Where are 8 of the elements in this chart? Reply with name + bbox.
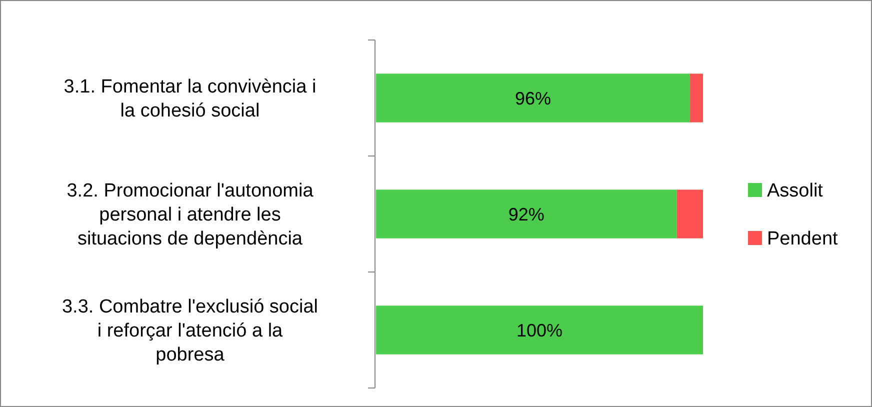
legend-label: Pendent — [767, 228, 839, 250]
legend-label: Assolit — [767, 180, 824, 202]
y-tick-label: 3.2. Promocionar l'autonomia personal i atendre les situacions de dependència — [66, 180, 314, 250]
data-label: 92% — [508, 204, 544, 224]
data-label: 96% — [514, 88, 551, 108]
y-tick-label: 3.3. Combatre l'exclusió social i reforçar l'atenció a la pobresa — [62, 296, 318, 366]
data-label: 100% — [516, 320, 563, 340]
y-tick-label: 3.1. Fomentar la convivència i la cohesió social — [64, 76, 316, 122]
